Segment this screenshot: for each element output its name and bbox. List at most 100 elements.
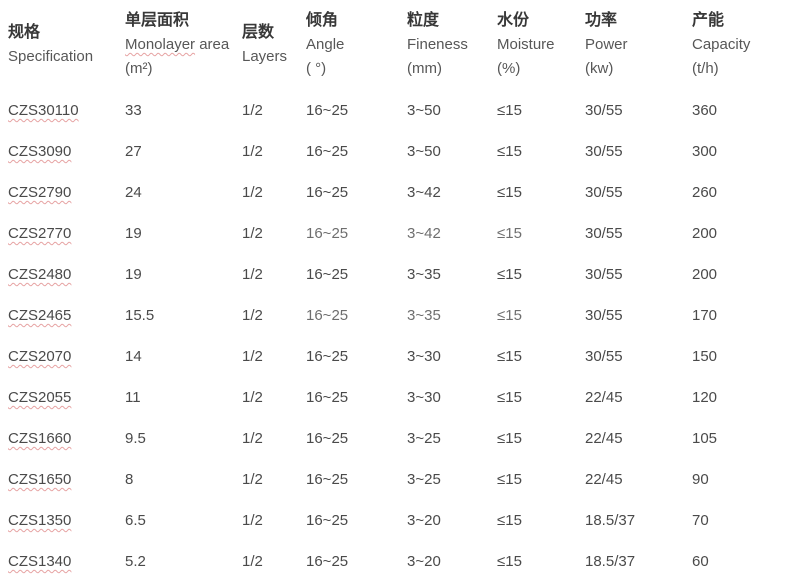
cell-capacity: 60 <box>692 553 709 570</box>
table-row: CZS2070 14 1/2 16~25 3~30 ≤15 30/55 150 <box>0 336 790 377</box>
cell-monolayer-area: 15.5 <box>125 307 155 324</box>
cell-angle: 16~25 <box>306 348 349 365</box>
table-row: CZS2790 24 1/2 16~25 3~42 ≤15 30/55 260 <box>0 172 790 213</box>
header-label-en: Monolayer area <box>125 36 230 53</box>
cell-fineness: 3~42 <box>407 225 441 242</box>
model-name: CZS30110 <box>8 102 79 119</box>
cell-monolayer-area: 6.5 <box>125 512 146 529</box>
cell-capacity: 200 <box>692 266 718 283</box>
cell-monolayer-area: 24 <box>125 184 142 201</box>
header-label-en: Specification <box>8 48 94 65</box>
cell-monolayer-area: 9.5 <box>125 430 146 447</box>
cell-layers: 1/2 <box>242 143 263 160</box>
cell-fineness: 3~35 <box>407 307 441 324</box>
cell-monolayer-area: 27 <box>125 143 142 160</box>
cell-power: 30/55 <box>585 307 623 324</box>
cell-fineness: 3~25 <box>407 471 441 488</box>
cell-fineness: 3~42 <box>407 184 441 201</box>
header-label-zh: 功率 <box>585 12 618 29</box>
header-label-en: Layers <box>242 48 288 65</box>
header-cell-angle: 倾角 Angle ( °) <box>306 0 407 90</box>
cell-capacity: 170 <box>692 307 718 324</box>
table-row: CZS30110 33 1/2 16~25 3~50 ≤15 30/55 360 <box>0 90 790 131</box>
cell-power: 30/55 <box>585 348 623 365</box>
cell-angle: 16~25 <box>306 266 349 283</box>
cell-fineness: 3~30 <box>407 389 441 406</box>
model-name: CZS2790 <box>8 184 72 201</box>
cell-moisture: ≤15 <box>497 553 522 570</box>
table-row: CZS1350 6.5 1/2 16~25 3~20 ≤15 18.5/37 70 <box>0 500 790 541</box>
cell-fineness: 3~50 <box>407 102 441 119</box>
header-row: 规格 Specification 单层面积 Monolayer area (m²) 层数 L… <box>0 0 790 90</box>
cell-moisture: ≤15 <box>497 225 522 242</box>
header-label-en: Moisture <box>497 36 555 53</box>
header-unit: (%) <box>497 60 521 77</box>
cell-power: 30/55 <box>585 225 623 242</box>
cell-power: 30/55 <box>585 102 623 119</box>
cell-moisture: ≤15 <box>497 143 522 160</box>
cell-power: 22/45 <box>585 389 623 406</box>
cell-moisture: ≤15 <box>497 430 522 447</box>
cell-fineness: 3~50 <box>407 143 441 160</box>
model-name: CZS1660 <box>8 430 72 447</box>
header-label-zh: 水份 <box>497 12 530 29</box>
cell-monolayer-area: 33 <box>125 102 142 119</box>
cell-capacity: 120 <box>692 389 718 406</box>
cell-moisture: ≤15 <box>497 266 522 283</box>
cell-specification: CZS2055 <box>0 377 125 418</box>
header-cell-capacity: 产能 Capacity (t/h) <box>692 0 790 90</box>
table-row: CZS2465 15.5 1/2 16~25 3~35 ≤15 30/55 170 <box>0 295 790 336</box>
header-cell-moisture: 水份 Moisture (%) <box>497 0 585 90</box>
cell-angle: 16~25 <box>306 184 349 201</box>
model-name: CZS3090 <box>8 143 72 160</box>
header-label-zh: 倾角 <box>306 12 339 29</box>
model-name: CZS1340 <box>8 553 72 570</box>
header-label-en: Capacity <box>692 36 751 53</box>
cell-fineness: 3~30 <box>407 348 441 365</box>
cell-moisture: ≤15 <box>497 512 522 529</box>
cell-power: 30/55 <box>585 143 623 160</box>
cell-specification: CZS2770 <box>0 213 125 254</box>
cell-angle: 16~25 <box>306 143 349 160</box>
cell-power: 30/55 <box>585 266 623 283</box>
cell-monolayer-area: 5.2 <box>125 553 146 570</box>
cell-power: 22/45 <box>585 471 623 488</box>
table-row: CZS1660 9.5 1/2 16~25 3~25 ≤15 22/45 105 <box>0 418 790 459</box>
cell-moisture: ≤15 <box>497 389 522 406</box>
cell-monolayer-area: 11 <box>125 389 141 406</box>
cell-layers: 1/2 <box>242 307 263 324</box>
header-cell-monolayer-area: 单层面积 Monolayer area (m²) <box>125 0 242 90</box>
cell-specification: CZS1660 <box>0 418 125 459</box>
cell-fineness: 3~25 <box>407 430 441 447</box>
header-unit: (m²) <box>125 60 153 77</box>
header-label-zh: 层数 <box>242 24 275 41</box>
cell-capacity: 105 <box>692 430 718 447</box>
cell-capacity: 70 <box>692 512 709 529</box>
cell-layers: 1/2 <box>242 430 263 447</box>
cell-monolayer-area: 8 <box>125 471 134 488</box>
cell-moisture: ≤15 <box>497 102 522 119</box>
model-name: CZS1350 <box>8 512 72 529</box>
cell-layers: 1/2 <box>242 184 263 201</box>
table-row: CZS2770 19 1/2 16~25 3~42 ≤15 30/55 200 <box>0 213 790 254</box>
model-name: CZS2480 <box>8 266 72 283</box>
model-name: CZS2055 <box>8 389 72 406</box>
table-row: CZS2055 11 1/2 16~25 3~30 ≤15 22/45 120 <box>0 377 790 418</box>
cell-angle: 16~25 <box>306 389 349 406</box>
cell-fineness: 3~20 <box>407 512 441 529</box>
table-row: CZS3090 27 1/2 16~25 3~50 ≤15 30/55 300 <box>0 131 790 172</box>
cell-layers: 1/2 <box>242 471 263 488</box>
cell-angle: 16~25 <box>306 225 349 242</box>
cell-moisture: ≤15 <box>497 307 522 324</box>
header-label-en: Fineness <box>407 36 468 53</box>
cell-specification: CZS3090 <box>0 131 125 172</box>
header-label-zh: 单层面积 <box>125 12 190 29</box>
header-cell-layers: 层数 Layers <box>242 0 306 90</box>
header-unit: ( °) <box>306 60 327 77</box>
cell-monolayer-area: 19 <box>125 266 142 283</box>
model-name: CZS2770 <box>8 225 72 242</box>
header-label-zh: 规格 <box>8 24 41 41</box>
cell-layers: 1/2 <box>242 348 263 365</box>
header-unit: (mm) <box>407 60 442 77</box>
